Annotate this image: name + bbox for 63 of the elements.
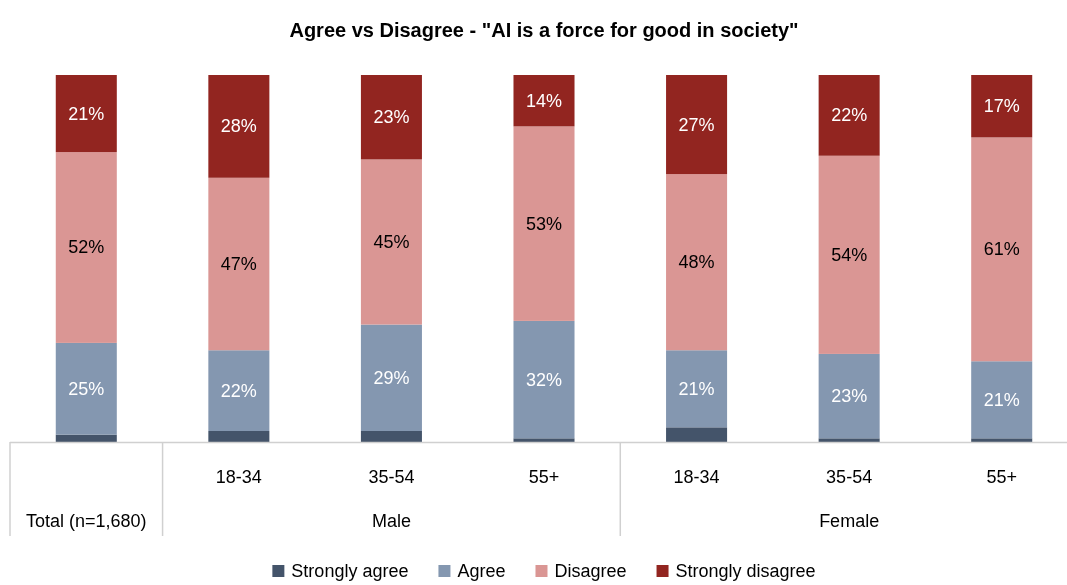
bar	[55, 152, 117, 343]
bar	[818, 155, 880, 354]
x-tick-label: 18-34	[215, 467, 262, 487]
data-label: 22%	[831, 105, 868, 126]
bar	[971, 75, 1033, 138]
bar	[666, 427, 728, 442]
bar	[513, 438, 575, 442]
data-label: 25%	[68, 378, 105, 399]
text: Total (n=1,680)	[26, 511, 147, 531]
bar	[818, 353, 880, 439]
bar	[666, 75, 728, 175]
bar	[818, 438, 880, 442]
data-label: 32%	[525, 369, 563, 390]
data-label: 47%	[220, 254, 257, 275]
bar	[55, 434, 117, 442]
legend-label: Agree	[457, 561, 506, 581]
data-label: 61%	[983, 239, 1020, 260]
data-label: 22%	[220, 380, 257, 401]
bar	[360, 430, 422, 442]
legend-label: Strongly disagree	[675, 561, 816, 581]
bar	[513, 126, 575, 321]
data-label: 21%	[983, 389, 1020, 410]
bar	[513, 320, 575, 439]
bar	[208, 430, 270, 442]
x-tick-label: 55+	[986, 467, 1017, 487]
bar	[55, 75, 117, 153]
data-label: 48%	[678, 252, 715, 273]
data-label: 28%	[220, 116, 257, 137]
data-label: 53%	[525, 213, 563, 234]
x-tick-label: 35-54	[368, 467, 415, 487]
bar	[971, 438, 1033, 442]
data-label: 45%	[373, 231, 410, 252]
chart-title: Agree vs Disagree - "AI is a force for good in society"	[289, 19, 799, 41]
bar	[208, 75, 270, 178]
data-label: 54%	[831, 244, 868, 265]
data-label: 21%	[678, 378, 715, 399]
data-label: 21%	[68, 103, 105, 124]
data-label: 27%	[678, 114, 715, 135]
data-label: 23%	[373, 107, 410, 128]
bar	[818, 75, 880, 156]
data-label: 14%	[525, 90, 563, 111]
bar	[208, 350, 270, 431]
bar	[360, 324, 422, 431]
x-tick-label: 35-54	[826, 467, 873, 487]
x-tick-label: 55+	[528, 467, 560, 487]
x-tick-label: 18-34	[673, 467, 720, 487]
text: Female	[819, 511, 880, 531]
bar	[360, 75, 422, 160]
bar	[360, 159, 422, 325]
data-label: 23%	[831, 386, 868, 407]
legend-label: Disagree	[554, 561, 627, 581]
bar	[208, 177, 270, 351]
bar	[971, 137, 1033, 362]
bar	[55, 342, 117, 435]
bar	[971, 361, 1033, 439]
bar	[513, 75, 575, 127]
bar	[666, 350, 728, 428]
data-label: 29%	[373, 367, 410, 388]
data-label: 52%	[68, 237, 105, 258]
legend-label: Strongly agree	[291, 561, 409, 581]
text: Male	[371, 511, 411, 531]
data-label: 17%	[983, 96, 1020, 117]
bar	[666, 174, 728, 351]
